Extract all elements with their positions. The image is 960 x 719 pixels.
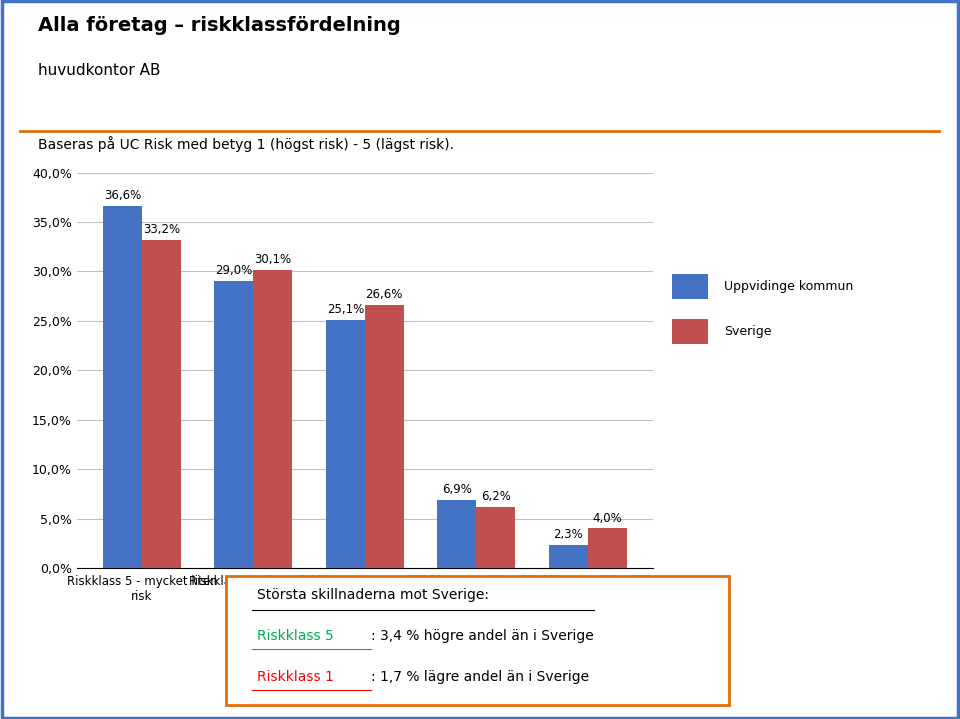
Text: : 1,7 % lägre andel än i Sverige: : 1,7 % lägre andel än i Sverige — [372, 670, 589, 684]
Bar — [253, 270, 293, 568]
Text: 25,1%: 25,1% — [326, 303, 364, 316]
Text: 36,6%: 36,6% — [104, 189, 141, 202]
Bar — [214, 281, 253, 568]
Text: 26,6%: 26,6% — [366, 288, 403, 301]
Text: Riskklass 1: Riskklass 1 — [257, 670, 334, 684]
Text: Uppvidinge kommun: Uppvidinge kommun — [724, 280, 853, 293]
Bar — [437, 500, 476, 568]
Bar — [103, 206, 142, 568]
Text: Största skillnaderna mot Sverige:: Största skillnaderna mot Sverige: — [257, 588, 489, 602]
Text: 33,2%: 33,2% — [143, 223, 180, 236]
Text: Riskklass 5: Riskklass 5 — [257, 629, 334, 643]
FancyBboxPatch shape — [226, 576, 729, 705]
Text: Sverige: Sverige — [724, 325, 771, 339]
Text: 2,3%: 2,3% — [553, 528, 583, 541]
Bar — [588, 528, 627, 568]
Text: huvudkontor AB: huvudkontor AB — [37, 63, 160, 78]
Text: Baseras på UC Risk med betyg 1 (högst risk) - 5 (lägst risk).: Baseras på UC Risk med betyg 1 (högst ri… — [37, 136, 454, 152]
Text: Alla företag – riskklassfördelning: Alla företag – riskklassfördelning — [37, 17, 400, 35]
Text: 6,9%: 6,9% — [442, 483, 471, 496]
Text: : 3,4 % högre andel än i Sverige: : 3,4 % högre andel än i Sverige — [372, 629, 594, 643]
Bar — [548, 545, 588, 568]
Text: 29,0%: 29,0% — [215, 265, 252, 278]
Bar — [672, 274, 708, 299]
Text: 6,2%: 6,2% — [481, 490, 511, 503]
Bar — [476, 507, 516, 568]
Bar — [142, 239, 181, 568]
Bar — [672, 319, 708, 344]
Bar — [365, 305, 404, 568]
Text: 4,0%: 4,0% — [592, 511, 622, 525]
Bar — [325, 320, 365, 568]
Text: 30,1%: 30,1% — [254, 254, 292, 267]
